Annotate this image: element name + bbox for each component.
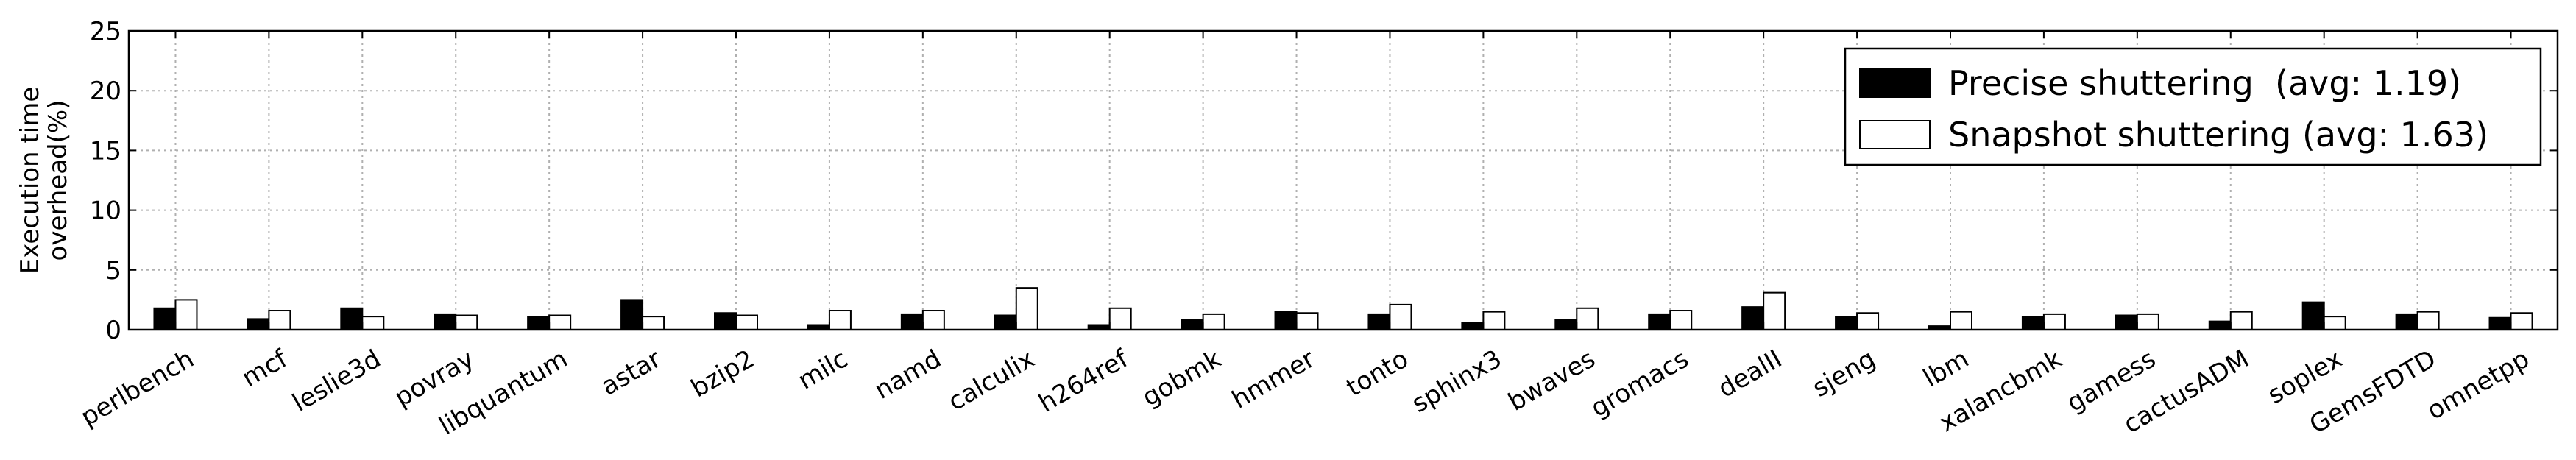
bar-snapshot bbox=[1950, 311, 1972, 331]
x-tick-label: milc bbox=[793, 344, 853, 396]
bar-snapshot bbox=[1669, 310, 1693, 330]
bar-snapshot bbox=[1482, 311, 1506, 331]
bars-layer bbox=[153, 287, 2533, 331]
bar-precise bbox=[1741, 306, 1765, 331]
bar-snapshot bbox=[1576, 307, 1599, 331]
bar-snapshot bbox=[1856, 312, 1880, 331]
bar-precise bbox=[2488, 316, 2512, 331]
bar-snapshot bbox=[2042, 313, 2066, 330]
x-tick-label: leslie3d bbox=[288, 344, 386, 418]
y-tick-label: 0 bbox=[105, 316, 121, 345]
bar-snapshot bbox=[1202, 313, 1225, 330]
x-tick-label: mcf bbox=[237, 344, 293, 393]
y-tick-label: 25 bbox=[90, 17, 121, 46]
bar-snapshot bbox=[361, 316, 385, 330]
bar-precise bbox=[2021, 316, 2045, 330]
x-tick-label: calculix bbox=[944, 344, 1040, 417]
y-tick-label: 5 bbox=[105, 256, 121, 286]
x-tick-label: dealII bbox=[1713, 344, 1787, 404]
x-tick-label: lbm bbox=[1918, 344, 1974, 394]
bar-snapshot bbox=[735, 314, 758, 330]
bar-precise bbox=[1835, 316, 1858, 330]
grid-layer bbox=[129, 31, 2558, 330]
x-tick-label: astar bbox=[596, 344, 666, 402]
y-tick-label: 20 bbox=[90, 77, 121, 106]
bar-snapshot bbox=[2510, 312, 2533, 331]
bar-precise bbox=[340, 307, 364, 331]
bar-snapshot bbox=[1015, 287, 1038, 331]
bar-snapshot bbox=[268, 310, 291, 330]
x-tick-label: h264ref bbox=[1034, 344, 1134, 418]
x-tick-label: bwaves bbox=[1504, 344, 1601, 417]
x-tick-label: sjeng bbox=[1808, 344, 1880, 403]
bar-precise bbox=[1274, 311, 1298, 331]
x-tick-label: bzip2 bbox=[686, 344, 760, 404]
x-tick-label: gromacs bbox=[1586, 344, 1694, 424]
bar-precise bbox=[994, 314, 1017, 330]
x-tick-label: gobmk bbox=[1137, 344, 1226, 412]
bar-precise bbox=[434, 313, 457, 330]
x-tick-label: sphinx3 bbox=[1407, 344, 1507, 419]
bar-snapshot bbox=[828, 310, 852, 330]
bar-precise bbox=[1181, 319, 1204, 330]
x-tick-label: namd bbox=[870, 344, 946, 406]
y-axis-title-line-2: overhead(%) bbox=[43, 100, 73, 261]
bar-snapshot bbox=[174, 299, 198, 330]
legend-entry-label: Precise shuttering (avg: 1.19) bbox=[1948, 63, 2461, 103]
bar-precise bbox=[2395, 313, 2418, 330]
legend-swatch bbox=[1859, 120, 1931, 149]
legend-entry-label: Snapshot shuttering (avg: 1.63) bbox=[1948, 115, 2488, 155]
bar-precise bbox=[153, 307, 177, 331]
bar-snapshot bbox=[1295, 312, 1319, 331]
bar-snapshot bbox=[455, 314, 478, 330]
bar-snapshot bbox=[921, 310, 945, 330]
legend: Precise shuttering (avg: 1.19) Snapshot s… bbox=[1844, 47, 2542, 166]
bar-precise bbox=[1554, 319, 1578, 330]
y-tick-label: 10 bbox=[90, 197, 121, 226]
bar-precise bbox=[900, 313, 924, 330]
plot-frame bbox=[127, 29, 2559, 331]
bar-precise bbox=[1367, 313, 1391, 330]
legend-box bbox=[1844, 47, 2542, 166]
x-tick-label: hmmer bbox=[1227, 344, 1320, 415]
legend-swatch bbox=[1859, 68, 1931, 98]
bar-precise bbox=[2301, 301, 2325, 331]
x-tick-label: perlbench bbox=[76, 344, 199, 433]
bar-precise bbox=[527, 316, 551, 330]
bar-snapshot bbox=[2323, 316, 2346, 330]
bar-snapshot bbox=[2136, 313, 2159, 330]
bar-precise bbox=[714, 312, 737, 331]
x-tick-label: tonto bbox=[1342, 344, 1414, 403]
bar-precise bbox=[620, 299, 644, 330]
x-tick-label: omnetpp bbox=[2422, 344, 2534, 426]
bar-snapshot bbox=[1763, 291, 1786, 331]
bar-snapshot bbox=[1389, 303, 1412, 330]
axes-layer bbox=[127, 29, 2559, 331]
bar-precise bbox=[2115, 314, 2138, 330]
bar-precise bbox=[1648, 313, 1671, 330]
y-tick-label: 15 bbox=[90, 136, 121, 166]
bar-snapshot bbox=[548, 314, 572, 330]
bar-snapshot bbox=[642, 316, 665, 330]
bar-precise bbox=[2208, 320, 2232, 330]
bar-snapshot bbox=[1108, 307, 1132, 331]
bar-snapshot bbox=[2416, 311, 2440, 331]
bar-precise bbox=[1461, 322, 1485, 331]
bar-snapshot bbox=[2229, 311, 2253, 331]
bar-precise bbox=[247, 318, 270, 331]
y-axis-title-line-1: Execution time bbox=[15, 87, 45, 274]
